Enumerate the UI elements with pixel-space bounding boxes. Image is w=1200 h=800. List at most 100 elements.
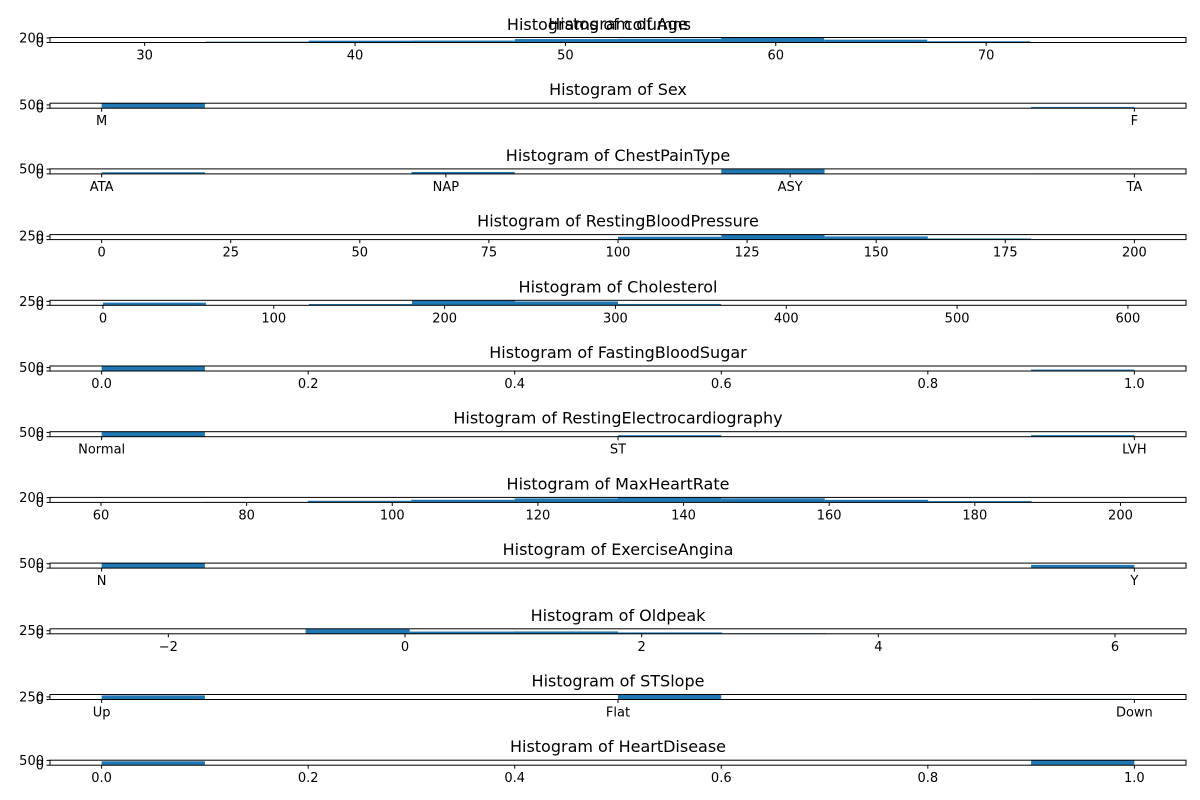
panel-title: Histogram of HeartDisease bbox=[510, 737, 726, 756]
histogram-bar bbox=[618, 497, 722, 503]
panel-title: Histogram of RestingElectrocardiography bbox=[453, 409, 782, 428]
histogram-bar bbox=[101, 366, 205, 371]
x-tick-label: 75 bbox=[481, 246, 498, 261]
x-tick-label: ASY bbox=[778, 180, 803, 195]
histogram-bar bbox=[1031, 369, 1135, 371]
x-tick-label: 0.0 bbox=[91, 771, 112, 786]
histogram-bar bbox=[927, 238, 1032, 240]
x-tick-label: 100 bbox=[606, 246, 631, 261]
x-tick-label: 50 bbox=[352, 246, 369, 261]
x-tick-label: 100 bbox=[380, 508, 405, 523]
x-tick-label: 60 bbox=[93, 508, 110, 523]
x-tick-label: 180 bbox=[962, 508, 987, 523]
x-tick-label: 0.6 bbox=[711, 377, 732, 392]
axes-frame bbox=[49, 628, 1187, 635]
x-tick-label: 600 bbox=[1116, 311, 1141, 326]
histogram-bar bbox=[927, 41, 1031, 43]
histogram-bar bbox=[513, 631, 618, 634]
y-tick-label: 250 bbox=[19, 230, 44, 245]
histogram-bar bbox=[618, 236, 722, 240]
x-tick-label: Normal bbox=[78, 443, 125, 458]
histogram-bar bbox=[101, 103, 205, 109]
x-tick-label: 175 bbox=[993, 246, 1018, 261]
histogram-bar bbox=[101, 761, 205, 766]
y-tick-label: 200 bbox=[19, 491, 44, 506]
panel-chestpaintype: Histogram of ChestPainType ATA NAP ASY TA 050… bbox=[19, 146, 1187, 195]
x-tick-label: 120 bbox=[525, 508, 550, 523]
histogram-bar bbox=[928, 501, 1032, 503]
panel-title: Histogram of RestingBloodPressure bbox=[477, 212, 759, 231]
x-tick-label: 60 bbox=[768, 49, 785, 64]
histogram-bar bbox=[618, 38, 722, 43]
y-tick-label: 500 bbox=[19, 557, 44, 572]
histogram-bar bbox=[308, 40, 412, 43]
histogram-bar bbox=[618, 694, 722, 700]
histogram-bar bbox=[411, 40, 515, 43]
x-tick-label: 70 bbox=[978, 49, 995, 64]
histogram-bar bbox=[305, 629, 410, 634]
histogram-bar bbox=[721, 37, 825, 43]
histogram-bar bbox=[1031, 106, 1135, 109]
histogram-bar bbox=[618, 632, 723, 634]
y-tick-label: 250 bbox=[19, 295, 44, 310]
axes-frame bbox=[49, 299, 1187, 306]
histogram-bar bbox=[411, 300, 515, 306]
x-tick-label: 200 bbox=[432, 311, 457, 326]
x-tick-label: 2 bbox=[638, 640, 646, 655]
panel-title: Histogram of Sex bbox=[549, 80, 687, 99]
axes-frame bbox=[49, 365, 1187, 372]
panel-title: Histogram of FastingBloodSugar bbox=[489, 343, 747, 362]
histogram-bar bbox=[102, 302, 206, 306]
x-tick-label: 40 bbox=[347, 49, 364, 64]
x-tick-label: 100 bbox=[261, 311, 286, 326]
histogram-bar bbox=[101, 563, 205, 569]
y-tick-label: 0 bbox=[36, 167, 44, 182]
x-tick-label: 0.2 bbox=[298, 377, 319, 392]
panel-title: Histogram of Age bbox=[548, 15, 688, 34]
axes-frame bbox=[49, 759, 1187, 766]
x-tick-label: 0.8 bbox=[917, 771, 938, 786]
x-tick-label: 300 bbox=[603, 311, 628, 326]
histogram-bar bbox=[409, 631, 514, 634]
x-tick-label: LVH bbox=[1122, 443, 1146, 458]
x-tick-label: F bbox=[1131, 114, 1138, 129]
y-tick-label: 500 bbox=[19, 98, 44, 113]
histogram-bar bbox=[1031, 564, 1135, 569]
y-tick-label: 500 bbox=[19, 361, 44, 376]
histogram-bar bbox=[721, 498, 825, 503]
figure-suptitle: Histograms of columns bbox=[507, 15, 691, 34]
x-tick-label: 80 bbox=[238, 508, 255, 523]
panel-restingelectrocardiography: Histogram of RestingElectrocardiography N… bbox=[19, 409, 1187, 458]
panel-title: Histogram of ChestPainType bbox=[506, 146, 730, 165]
x-tick-label: 0.4 bbox=[504, 771, 525, 786]
x-tick-label: 0.6 bbox=[711, 771, 732, 786]
x-tick-label: TA bbox=[1125, 180, 1142, 195]
panel-title: Histogram of Oldpeak bbox=[531, 606, 707, 625]
x-tick-label: 6 bbox=[1111, 640, 1119, 655]
axes-frame bbox=[49, 168, 1187, 175]
x-tick-label: Up bbox=[93, 706, 111, 721]
y-tick-label: 0 bbox=[36, 365, 44, 380]
x-tick-label: 1.0 bbox=[1124, 771, 1145, 786]
histogram-bar bbox=[514, 301, 618, 306]
x-tick-label: 4 bbox=[874, 640, 882, 655]
axes-frame bbox=[49, 562, 1187, 569]
x-tick-label: ST bbox=[610, 443, 626, 458]
axes-frame bbox=[49, 102, 1187, 109]
x-tick-label: 1.0 bbox=[1124, 377, 1145, 392]
y-tick-label: 250 bbox=[19, 690, 44, 705]
panel-restingbloodpressure: Histogram of RestingBloodPressure 0 25 50 75… bbox=[19, 212, 1187, 261]
panel-title: Histogram of Cholesterol bbox=[519, 277, 718, 296]
x-tick-label: 200 bbox=[1108, 508, 1133, 523]
x-tick-label: 140 bbox=[671, 508, 696, 523]
histogram-bar bbox=[824, 39, 928, 43]
y-tick-label: 500 bbox=[19, 426, 44, 441]
x-tick-label: 125 bbox=[735, 246, 760, 261]
histogram-bar bbox=[307, 500, 412, 503]
